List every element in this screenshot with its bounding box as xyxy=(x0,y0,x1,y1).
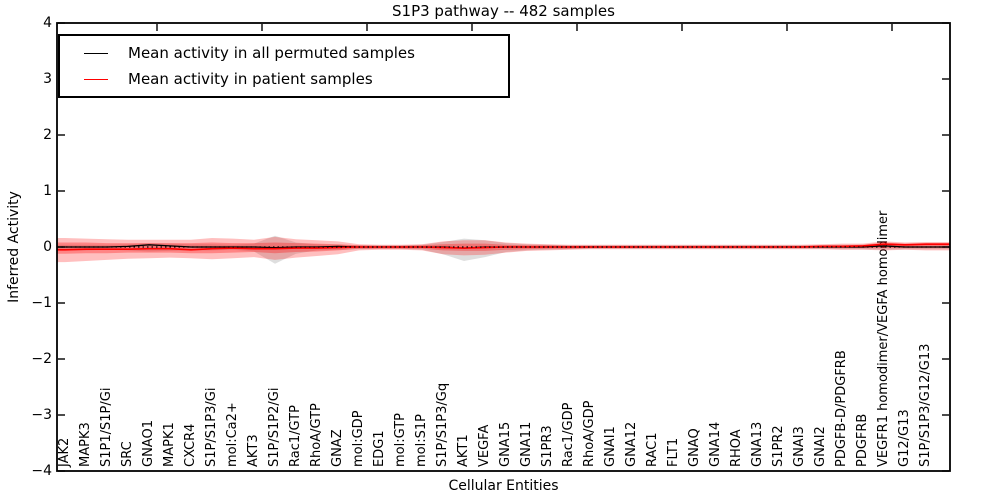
legend: Mean activity in all permuted samples Me… xyxy=(58,34,510,98)
legend-label-patient: Mean activity in patient samples xyxy=(128,70,373,88)
permuted-line-sample-icon xyxy=(84,52,108,54)
y-tick-label: 2 xyxy=(43,127,52,143)
chart-title: S1P3 pathway -- 482 samples xyxy=(392,2,615,20)
x-axis-title: Cellular Entities xyxy=(448,478,559,494)
y-tick-label: −4 xyxy=(31,463,52,479)
y-tick-label: 0 xyxy=(43,239,52,255)
y-tick-label: −2 xyxy=(31,351,52,367)
legend-item-permuted: Mean activity in all permuted samples xyxy=(84,44,508,62)
y-tick-label: 3 xyxy=(43,71,52,87)
axes-frame xyxy=(56,22,951,472)
legend-item-patient: Mean activity in patient samples xyxy=(84,70,508,88)
y-tick-label: 1 xyxy=(43,183,52,199)
patient-activity-spread-inner-band xyxy=(57,242,950,254)
y-axis-title: Inferred Activity xyxy=(6,191,22,303)
patient-line-sample-icon xyxy=(84,78,108,80)
permuted-activity-spread-band xyxy=(57,235,950,264)
y-tick-label: −3 xyxy=(31,407,52,423)
legend-label-permuted: Mean activity in all permuted samples xyxy=(128,44,415,62)
patient-activity-spread-outer-band xyxy=(57,236,950,263)
y-tick-label: 4 xyxy=(43,15,52,31)
y-tick-label: −1 xyxy=(31,295,52,311)
